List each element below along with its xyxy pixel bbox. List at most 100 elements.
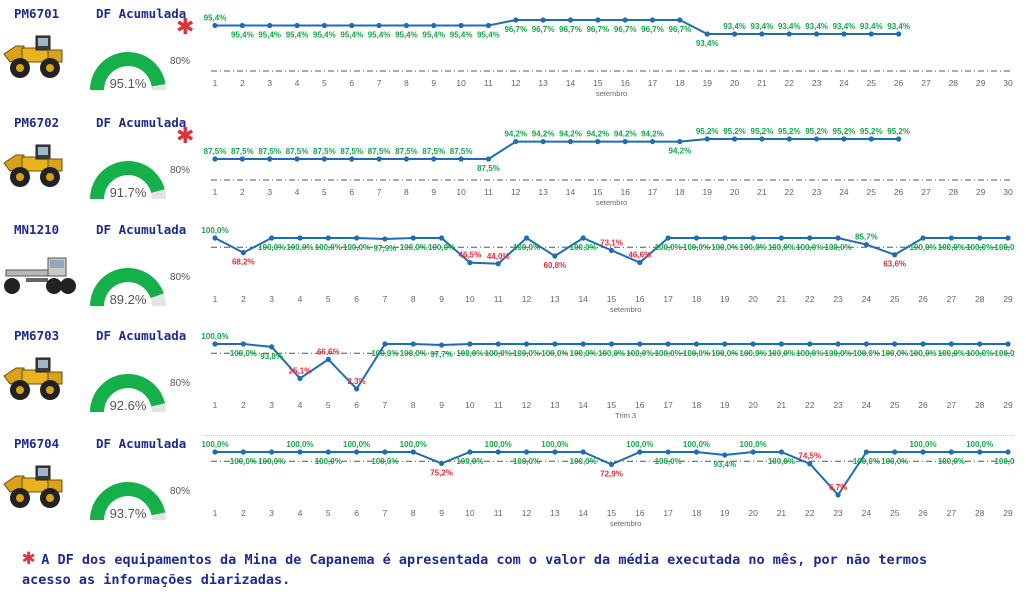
data-point[interactable] — [403, 22, 410, 29]
data-point[interactable] — [1005, 449, 1011, 455]
data-point[interactable] — [868, 136, 874, 142]
data-point[interactable] — [665, 449, 671, 455]
data-point[interactable] — [750, 449, 756, 455]
data-point[interactable] — [540, 17, 546, 23]
data-point[interactable] — [750, 235, 756, 241]
data-point[interactable] — [552, 449, 558, 455]
data-point[interactable] — [212, 235, 218, 241]
data-point[interactable] — [269, 344, 275, 350]
data-point[interactable] — [349, 22, 355, 29]
data-point[interactable] — [325, 356, 331, 362]
data-point[interactable] — [212, 341, 218, 347]
data-point[interactable] — [382, 449, 388, 455]
data-point[interactable] — [759, 31, 765, 37]
data-point[interactable] — [920, 449, 926, 455]
data-point[interactable] — [513, 17, 519, 23]
data-point[interactable] — [677, 138, 683, 145]
data-point[interactable] — [1005, 235, 1011, 241]
data-point[interactable] — [778, 449, 785, 455]
data-point[interactable] — [325, 449, 331, 455]
data-point[interactable] — [382, 236, 388, 242]
data-point[interactable] — [595, 138, 601, 145]
data-point[interactable] — [608, 461, 615, 468]
data-point[interactable] — [704, 136, 710, 142]
data-point[interactable] — [704, 31, 710, 37]
data-point[interactable] — [892, 341, 898, 347]
data-point[interactable] — [354, 386, 360, 392]
data-point[interactable] — [297, 449, 303, 455]
data-point[interactable] — [349, 156, 355, 162]
data-point[interactable] — [841, 31, 847, 37]
data-point[interactable] — [431, 156, 437, 162]
data-point[interactable] — [637, 259, 643, 266]
data-point[interactable] — [608, 341, 615, 347]
data-point[interactable] — [212, 22, 218, 29]
data-point[interactable] — [458, 22, 464, 29]
data-point[interactable] — [649, 17, 656, 23]
data-point[interactable] — [693, 449, 700, 455]
data-point[interactable] — [212, 449, 218, 455]
data-point[interactable] — [431, 22, 437, 29]
data-point[interactable] — [552, 253, 558, 259]
data-point[interactable] — [778, 341, 785, 347]
data-point[interactable] — [977, 341, 983, 347]
data-point[interactable] — [567, 138, 574, 145]
data-point[interactable] — [750, 341, 756, 347]
data-point[interactable] — [649, 138, 656, 145]
data-point[interactable] — [239, 156, 245, 162]
data-point[interactable] — [622, 138, 628, 145]
data-point[interactable] — [321, 156, 327, 162]
data-point[interactable] — [841, 136, 847, 142]
data-point[interactable] — [637, 449, 643, 455]
data-point[interactable] — [297, 375, 303, 382]
data-point[interactable] — [722, 341, 728, 347]
data-point[interactable] — [977, 449, 983, 455]
data-point[interactable] — [977, 235, 983, 241]
data-point[interactable] — [868, 31, 874, 37]
data-point[interactable] — [892, 252, 898, 258]
data-point[interactable] — [239, 22, 245, 29]
data-point[interactable] — [294, 156, 300, 162]
data-point[interactable] — [467, 341, 473, 347]
data-point[interactable] — [920, 341, 926, 347]
data-point[interactable] — [920, 235, 926, 241]
data-point[interactable] — [410, 449, 416, 455]
data-point[interactable] — [552, 341, 558, 347]
data-point[interactable] — [376, 22, 382, 29]
data-point[interactable] — [267, 156, 273, 162]
data-point[interactable] — [677, 17, 683, 23]
data-point[interactable] — [863, 341, 869, 347]
data-point[interactable] — [297, 235, 303, 241]
data-point[interactable] — [665, 235, 671, 241]
data-point[interactable] — [294, 22, 300, 29]
data-point[interactable] — [382, 341, 388, 347]
data-point[interactable] — [567, 17, 574, 23]
data-point[interactable] — [376, 156, 382, 162]
data-point[interactable] — [665, 341, 671, 347]
data-point[interactable] — [495, 341, 501, 347]
data-point[interactable] — [863, 241, 869, 248]
data-point[interactable] — [495, 261, 501, 267]
data-point[interactable] — [807, 461, 813, 467]
data-point[interactable] — [948, 341, 954, 347]
data-point[interactable] — [786, 31, 792, 37]
data-point[interactable] — [321, 22, 327, 29]
data-point[interactable] — [325, 235, 331, 241]
data-point[interactable] — [580, 341, 586, 347]
data-point[interactable] — [896, 31, 902, 37]
data-point[interactable] — [595, 17, 601, 23]
data-point[interactable] — [1005, 341, 1011, 347]
data-point[interactable] — [948, 449, 954, 455]
data-point[interactable] — [467, 449, 473, 455]
data-point[interactable] — [240, 341, 246, 347]
data-point[interactable] — [637, 341, 643, 347]
data-point[interactable] — [722, 452, 728, 458]
data-point[interactable] — [240, 250, 246, 256]
data-point[interactable] — [813, 31, 820, 37]
data-point[interactable] — [580, 449, 586, 455]
data-point[interactable] — [693, 341, 700, 347]
data-point[interactable] — [835, 492, 841, 498]
data-point[interactable] — [759, 136, 765, 142]
data-point[interactable] — [778, 235, 785, 241]
data-point[interactable] — [403, 156, 410, 162]
